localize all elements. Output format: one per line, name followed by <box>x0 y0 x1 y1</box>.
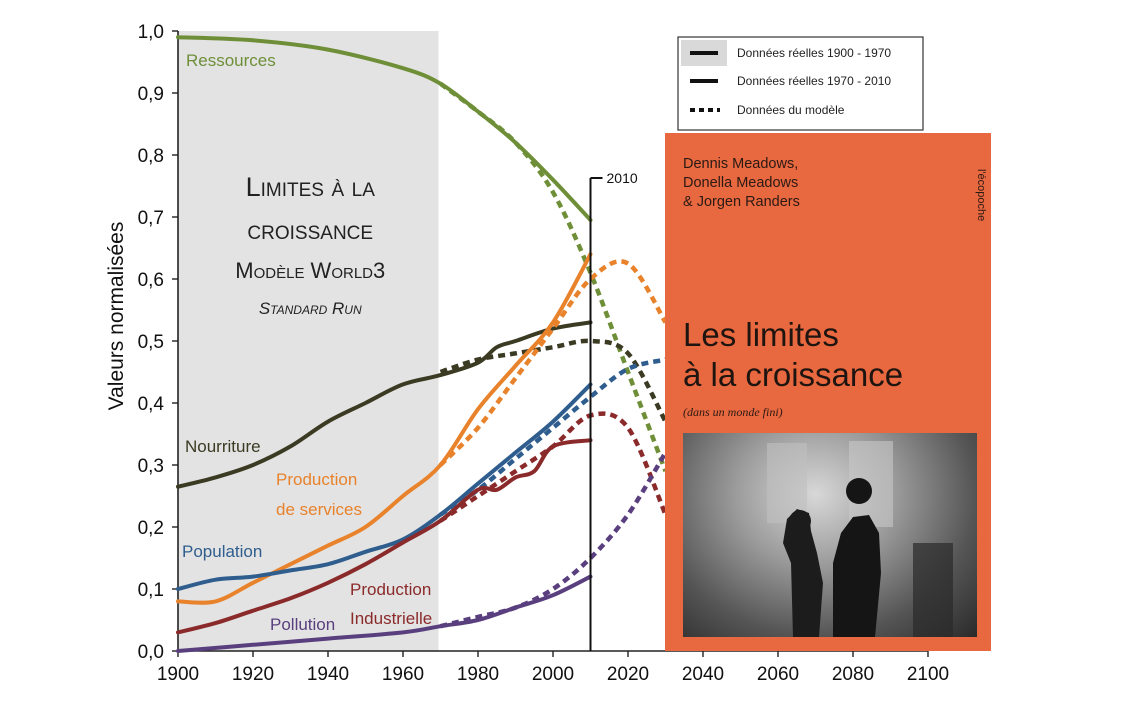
x-tick-label: 1900 <box>157 664 199 685</box>
series-label: de services <box>276 500 362 519</box>
chart-title: Limites à la croissance Modèle World3 Stand… <box>235 172 385 318</box>
series-label: Pollution <box>270 615 335 634</box>
y-tick-label: 1,0 <box>138 22 164 43</box>
x-tick-label: 1960 <box>382 664 424 685</box>
series-label: Population <box>182 542 262 561</box>
x-tick-label: 2080 <box>832 664 874 685</box>
title-line: Standard Run <box>259 299 362 318</box>
series-label: Nourriture <box>185 437 261 456</box>
title-line: Limites à la <box>246 172 376 202</box>
y-tick-label: 0,1 <box>138 580 164 601</box>
book-collection: l'écopoche <box>975 169 987 222</box>
series-real-line <box>176 574 593 653</box>
series-model-line <box>439 451 668 629</box>
series-label: Industrielle <box>350 609 432 628</box>
title-line: croissance <box>247 215 373 245</box>
legend: Données réelles 1900 - 1970 Données réell… <box>677 36 924 131</box>
y-tick-label: 0,6 <box>138 270 164 291</box>
y-tick-label: 0,2 <box>138 518 164 539</box>
y-tick-label: 0,3 <box>138 456 164 477</box>
series-real-line <box>176 35 593 223</box>
x-tick-label: 1920 <box>232 664 274 685</box>
legend-entry: Données du modèle <box>737 103 845 117</box>
series-label: Ressources <box>186 51 276 70</box>
series-real-line <box>176 382 593 591</box>
series-model-line <box>438 259 668 467</box>
x-tick-label: 2040 <box>682 664 724 685</box>
y-tick-label: 0,7 <box>138 208 164 229</box>
y-tick-label: 0,0 <box>138 642 164 663</box>
y-axis-label: Valeurs normalisées <box>105 222 128 411</box>
legend-entry: Données réelles 1970 - 2010 <box>737 74 891 88</box>
x-tick-label: 2000 <box>532 664 574 685</box>
book-title: Les limites à la croissance <box>683 316 904 393</box>
book-cover-photo <box>683 433 977 637</box>
series-model-line <box>439 338 668 423</box>
series-labels: Ressources Nourriture Production de service… <box>182 51 432 634</box>
y-tick-label: 0,9 <box>138 84 164 105</box>
x-tick-label: 1940 <box>307 664 349 685</box>
x-tick-label: 2100 <box>907 664 949 685</box>
y-tick-label: 0,5 <box>138 332 164 353</box>
book-cover: Dennis Meadows, Donella Meadows & Jorgen… <box>665 133 991 651</box>
title-line: Modèle World3 <box>235 258 385 283</box>
y-tick-label: 0,8 <box>138 146 164 167</box>
series-label: Production <box>350 580 431 599</box>
y-tick-label: 0,4 <box>138 394 165 415</box>
book-authors: Dennis Meadows, Donella Meadows & Jorgen… <box>683 156 800 210</box>
x-tick-label: 2060 <box>757 664 799 685</box>
axes: 0,0 0,1 0,2 0,3 0,4 0,5 0,6 0,7 0,8 0,9 1,0 1900 192… <box>138 22 950 685</box>
year-2010-marker: 2010 <box>589 170 638 651</box>
series-lines <box>176 35 668 653</box>
legend-entry: Données réelles 1900 - 1970 <box>737 46 891 60</box>
series-real-line <box>176 252 593 605</box>
series-real-line <box>176 320 593 489</box>
x-tick-label: 1980 <box>457 664 499 685</box>
series-real-line <box>176 438 593 635</box>
series-label: Production <box>276 470 357 489</box>
marker-label: 2010 <box>607 170 638 186</box>
x-tick-label: 2020 <box>607 664 649 685</box>
book-subtitle: (dans un monde fini) <box>683 405 783 419</box>
